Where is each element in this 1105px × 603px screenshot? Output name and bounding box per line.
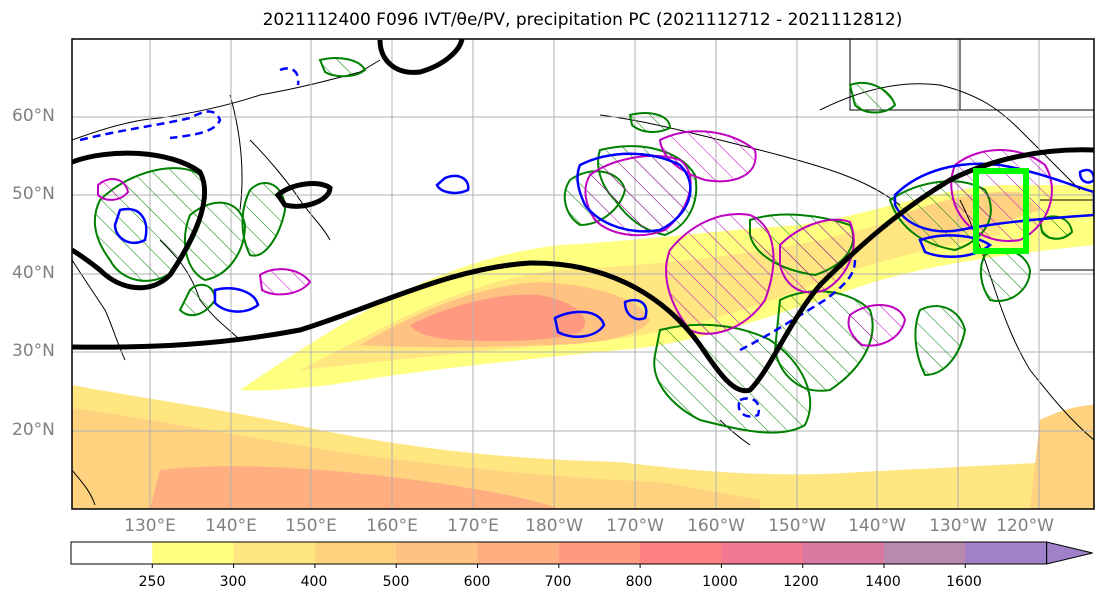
pv-blue-contours [113,152,1094,338]
colorbar-segment [640,542,722,564]
colorbar-tick-label: 800 [625,574,653,590]
colorbar-tick-label: 250 [138,574,166,590]
lon-label: 130°E [124,516,176,536]
colorbar-segment [233,542,316,564]
plot-frame [71,38,1095,510]
colorbar-tick-label: 700 [544,574,572,590]
colorbar-segment [721,542,804,564]
colorbar-segment [396,542,478,564]
colorbar-segment [558,542,641,564]
colorbar-segment [314,542,397,564]
colorbar-segment [965,542,1048,564]
lat-label: 60°N [12,106,55,126]
colorbar-tick-label: 500 [382,574,410,590]
lon-label: 140°W [848,516,906,536]
lon-label: 130°W [929,516,987,536]
colorbar-tick-label: 1000 [702,574,738,590]
lon-label: 160°W [687,516,745,536]
lon-label: 170°E [447,516,499,536]
colorbar-extend-arrow [1046,541,1093,565]
pv-blue-dashed-contours [79,67,857,418]
colorbar-segment [884,542,966,564]
lon-label: 150°E [285,516,337,536]
lon-label: 180°W [525,516,583,536]
colorbar-tick-label: 1600 [946,574,982,590]
theta-e-contours [72,39,1094,394]
lon-label: 120°W [996,516,1054,536]
lat-label: 40°N [12,263,55,283]
lat-label: 50°N [12,184,55,204]
colorbar-tick-label: 1400 [865,574,901,590]
colorbar [70,541,1093,568]
colorbar-tick-label: 300 [219,574,247,590]
lon-label: 170°W [606,516,664,536]
colorbar-segment [152,542,235,564]
lon-label: 160°E [366,516,418,536]
colorbar-tick-label: 400 [300,574,328,590]
lat-label: 30°N [12,341,55,361]
lat-label: 20°N [12,420,55,440]
colorbar-tick-label: 600 [463,574,491,590]
colorbar-segment [71,542,153,564]
colorbar-segment [477,542,560,564]
lon-label: 150°W [768,516,826,536]
colorbar-segment [802,542,885,564]
lon-label: 140°E [205,516,257,536]
target-box [973,168,1029,254]
colorbar-tick-label: 1200 [783,574,819,590]
figure-title: 2021112400 F096 IVT/θe/PV, precipitation… [262,10,903,30]
